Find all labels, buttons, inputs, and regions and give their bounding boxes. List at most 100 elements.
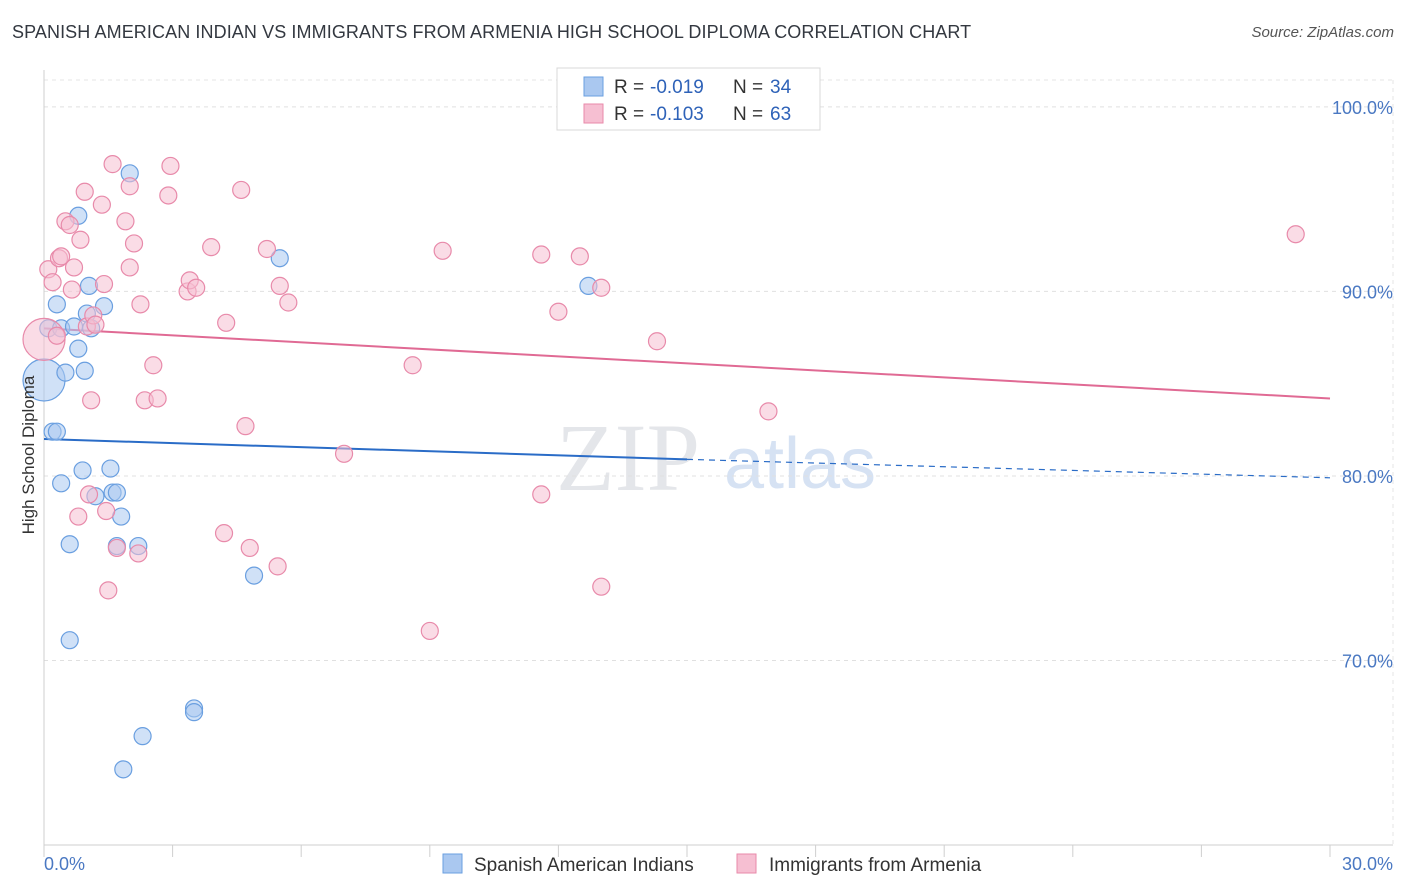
- point-immigrants-from-armenia-42: [236, 417, 255, 436]
- point-immigrants-from-armenia-8: [62, 280, 81, 299]
- point-spanish-american-indians-20: [101, 459, 120, 478]
- point-immigrants-from-armenia-48: [334, 444, 354, 463]
- x-tick-label-30: 30.0%: [1342, 854, 1393, 874]
- point-immigrants-from-armenia-15: [82, 391, 101, 410]
- point-immigrants-from-armenia-29: [131, 295, 150, 314]
- point-immigrants-from-armenia-25: [120, 258, 139, 277]
- legend-r-label-pink: R =: [614, 104, 644, 125]
- y-tick-label-90: 90.0%: [1342, 282, 1393, 302]
- y-tick-label-80: 80.0%: [1342, 467, 1393, 487]
- point-spanish-american-indians-28: [133, 727, 152, 746]
- point-spanish-american-indians-4: [47, 295, 66, 314]
- point-immigrants-from-armenia-9: [64, 258, 84, 277]
- point-spanish-american-indians-8: [60, 535, 79, 554]
- point-immigrants-from-armenia-60: [1286, 225, 1305, 244]
- point-immigrants-from-armenia-23: [107, 538, 126, 558]
- point-immigrants-from-armenia-26: [120, 177, 139, 196]
- legend-r-label-blue: R =: [614, 77, 644, 98]
- point-immigrants-from-armenia-34: [161, 156, 180, 176]
- series-legend-swatch-pink: [736, 853, 757, 874]
- trend-line-spanish-american-indians: [43, 438, 688, 461]
- data-points: [22, 155, 1305, 779]
- point-immigrants-from-armenia-27: [124, 234, 144, 253]
- chart-title: SPANISH AMERICAN INDIAN VS IMMIGRANTS FR…: [12, 22, 972, 42]
- watermark-atlas: atlas: [724, 424, 876, 504]
- point-spanish-american-indians-13: [73, 461, 92, 480]
- trend-line-immigrants-from-armenia: [43, 327, 1331, 400]
- y-tick-label-100: 100.0%: [1332, 98, 1393, 118]
- legend-n-value-blue: 34: [770, 77, 792, 98]
- point-spanish-american-indians-22: [107, 483, 126, 502]
- point-immigrants-from-armenia-51: [433, 241, 452, 260]
- point-immigrants-from-armenia-59: [759, 402, 778, 421]
- point-spanish-american-indians-9: [60, 631, 79, 650]
- point-spanish-american-indians-25: [114, 760, 133, 779]
- point-immigrants-from-armenia-5: [52, 247, 71, 266]
- point-immigrants-from-armenia-38: [202, 238, 221, 257]
- point-immigrants-from-armenia-57: [592, 577, 611, 596]
- axes: [43, 70, 1393, 857]
- x-tick-label-0: 0.0%: [44, 854, 85, 874]
- point-immigrants-from-armenia-24: [116, 212, 135, 231]
- point-immigrants-from-armenia-44: [257, 239, 277, 259]
- point-immigrants-from-armenia-58: [647, 332, 667, 351]
- legend-n-label-pink: N =: [733, 104, 763, 125]
- point-immigrants-from-armenia-32: [148, 389, 167, 408]
- point-spanish-american-indians-14: [75, 361, 94, 380]
- series-legend-swatch-blue: [442, 853, 463, 874]
- point-immigrants-from-armenia-28: [129, 544, 148, 563]
- trend-line-dashed-spanish-american-indians: [686, 458, 1331, 479]
- point-immigrants-from-armenia-20: [97, 501, 116, 521]
- point-immigrants-from-armenia-47: [279, 293, 298, 312]
- point-immigrants-from-armenia-55: [570, 247, 589, 266]
- point-immigrants-from-armenia-39: [214, 524, 234, 543]
- point-immigrants-from-armenia-19: [94, 274, 114, 294]
- point-spanish-american-indians-32: [270, 249, 289, 268]
- legend-swatch-pink: [583, 103, 604, 124]
- point-spanish-american-indians-7: [56, 363, 75, 382]
- point-immigrants-from-armenia-12: [75, 182, 94, 201]
- point-immigrants-from-armenia-2: [43, 273, 62, 292]
- y-tick-label-70: 70.0%: [1342, 651, 1393, 671]
- point-immigrants-from-armenia-50: [420, 621, 439, 641]
- point-immigrants-from-armenia-17: [86, 315, 105, 334]
- series-legend-label-blue: Spanish American Indians: [474, 855, 694, 876]
- legend-n-label-blue: N =: [733, 77, 763, 98]
- point-immigrants-from-armenia-31: [144, 356, 163, 375]
- point-immigrants-from-armenia-52: [532, 485, 551, 504]
- y-axis-label: High School Diploma: [19, 375, 38, 534]
- point-immigrants-from-armenia-41: [232, 180, 251, 200]
- point-immigrants-from-armenia-7: [60, 215, 79, 235]
- tick-labels: 70.0% 80.0% 90.0% 100.0% 0.0% 30.0%: [44, 98, 1393, 874]
- point-spanish-american-indians-31: [244, 566, 264, 585]
- point-immigrants-from-armenia-45: [268, 557, 287, 576]
- legend-n-value-pink: 63: [770, 104, 791, 125]
- point-spanish-american-indians-6: [52, 474, 71, 493]
- source-label: Source: ZipAtlas.com: [1251, 24, 1394, 41]
- point-immigrants-from-armenia-3: [47, 326, 66, 345]
- point-immigrants-from-armenia-56: [592, 278, 611, 297]
- point-immigrants-from-armenia-18: [92, 195, 111, 214]
- point-immigrants-from-armenia-53: [532, 245, 551, 264]
- stats-legend: R = -0.019 N = 34 R = -0.103 N = 63: [556, 67, 821, 131]
- point-immigrants-from-armenia-21: [99, 581, 118, 600]
- legend-swatch-blue: [583, 76, 604, 97]
- point-spanish-american-indians-16: [79, 276, 99, 295]
- point-spanish-american-indians-30: [184, 703, 204, 722]
- point-immigrants-from-armenia-14: [79, 485, 99, 504]
- legend-r-value-blue: -0.019: [650, 77, 704, 98]
- point-spanish-american-indians-12: [69, 339, 88, 358]
- point-immigrants-from-armenia-54: [549, 302, 568, 321]
- point-immigrants-from-armenia-37: [187, 278, 206, 297]
- legend-r-value-pink: -0.103: [650, 104, 704, 125]
- trend-lines: [43, 327, 1331, 479]
- point-immigrants-from-armenia-22: [103, 155, 122, 174]
- series-legend: Spanish American Indians Immigrants from…: [442, 853, 982, 876]
- point-immigrants-from-armenia-33: [159, 186, 178, 205]
- point-immigrants-from-armenia-40: [217, 313, 236, 332]
- point-spanish-american-indians-3: [47, 422, 66, 441]
- point-immigrants-from-armenia-43: [240, 538, 259, 558]
- point-immigrants-from-armenia-49: [403, 356, 422, 375]
- series-legend-label-pink: Immigrants from Armenia: [769, 855, 982, 876]
